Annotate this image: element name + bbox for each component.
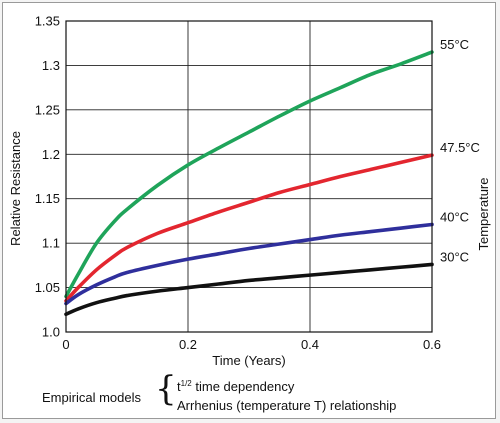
series-line — [64, 153, 434, 303]
x-tick-label: 0 — [62, 337, 69, 352]
caption: Empirical models { t1/2 time dependency … — [42, 372, 462, 416]
caption-line-1: t1/2 time dependency — [177, 379, 294, 394]
x-tick-label: 0.4 — [301, 337, 319, 352]
grid — [65, 20, 433, 333]
caption-t: t — [177, 379, 181, 394]
y-tick-label: 1.25 — [35, 102, 60, 117]
series-end-label: 30°C — [440, 249, 469, 264]
figure-frame — [2, 2, 496, 419]
caption-line-1-rest: time dependency — [191, 379, 295, 394]
x-axis-label: Time (Years) — [212, 353, 285, 368]
caption-line-2: Arrhenius (temperature T) relationship — [177, 398, 397, 413]
x-tick-label: 0.6 — [423, 337, 441, 352]
caption-exponent: 1/2 — [180, 379, 192, 388]
y-tick-label: 1.0 — [42, 325, 60, 340]
series-end-label: 55°C — [440, 37, 469, 52]
tick-labels: 1.0 1.05 1.1 1.15 1.2 1.25 1.3 1.35 0 0.2 0.4 0.6 55… — [35, 14, 480, 353]
series-end-label: 40°C — [440, 209, 469, 224]
y-axis-label: Relative Resistance — [8, 131, 23, 246]
y-tick-label: 1.35 — [35, 14, 60, 29]
series-line — [64, 262, 434, 317]
caption-brace: { — [155, 369, 177, 409]
plot-border — [65, 20, 433, 333]
series-line — [64, 222, 434, 306]
series-line — [64, 50, 434, 299]
y-tick-label: 1.2 — [42, 147, 60, 162]
series-lines — [64, 50, 434, 317]
y-tick-label: 1.1 — [42, 236, 60, 251]
series-end-label: 47.5°C — [440, 140, 480, 155]
y-tick-label: 1.05 — [35, 280, 60, 295]
y2-axis-label: Temperature — [476, 178, 491, 251]
y-tick-label: 1.3 — [42, 58, 60, 73]
caption-lead: Empirical models — [42, 390, 141, 405]
x-tick-label: 0.2 — [179, 337, 197, 352]
y-tick-label: 1.15 — [35, 191, 60, 206]
